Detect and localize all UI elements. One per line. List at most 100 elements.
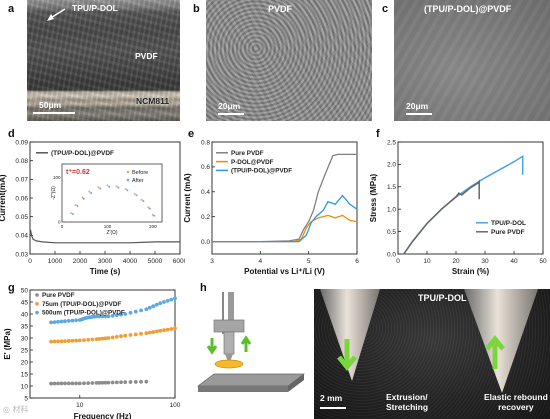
legend-label: (TPU/P-DOL)@PVDF [231,168,292,175]
y-tick-label: 0.06 [15,195,28,202]
data-point [139,308,143,313]
scale-label: 20μm [406,101,429,111]
data-point [97,314,102,319]
data-point [119,334,123,339]
y-tick-label: 0.08 [15,158,28,165]
data-point [128,380,133,384]
sem-texture [206,0,372,121]
data-point [103,336,108,341]
x-tick-label: 5 [307,258,311,265]
indentation-schematic [196,292,306,392]
data-point [52,320,57,324]
panel-b: b PVDF 20μm [190,0,375,122]
sem-image-coated: (TPU/P-DOL)@PVDF 20μm [394,0,550,121]
inset-point [74,204,77,207]
inset-point [106,184,109,187]
scale-bar [218,113,244,115]
inset-point [148,207,151,210]
y-tick-label: 0.09 [15,139,28,146]
y-tick-label: 45 [21,299,29,306]
sem-texture [394,0,550,121]
data-point [49,320,54,325]
layer-label-ncm: NCM811 [136,96,170,106]
data-point [123,312,128,316]
data-point [114,313,119,318]
data-point [63,319,67,324]
data-point [139,331,143,336]
indentation-photo: TPU/P-DOL 2 mm Extrusion/ Stretching Ela… [314,289,550,419]
inset-point [99,187,102,190]
y-tick-label: 10 [21,383,29,390]
data-point [110,380,115,385]
stage-front [198,386,288,392]
x-tick-label: 4000 [123,258,138,265]
x-tick-label: 20 [452,258,460,265]
data-point [63,381,67,386]
y-axis-label: E' (MPa) [3,328,12,360]
inset-point [71,212,74,215]
inset-point [70,212,73,215]
data-point [154,302,159,307]
data-point [77,338,82,343]
inset-point [117,186,120,189]
data-point [94,380,99,385]
data-point [123,333,128,338]
legend-label: 500um (TPU/P-DOL)@PVDF [42,310,125,317]
series-line [403,154,524,255]
data-point [94,314,99,319]
x-tick-label: 0 [28,258,32,265]
data-point [123,380,128,385]
inset-x-tick-label: 100 [104,224,112,229]
photo-title: TPU/P-DOL [418,293,467,303]
inset-legend-label: After [132,178,144,184]
inset-point [133,192,136,195]
plot-frame [29,289,176,399]
y-tick-label: 2.5 [387,139,396,146]
series-line [29,229,180,244]
sem-texture [27,0,180,121]
plot-frame [211,141,358,255]
y-tick-label: 0.04 [15,233,28,240]
data-point [139,379,143,384]
data-point [63,339,67,344]
photo-cones [320,289,538,409]
data-point [114,380,119,385]
y-axis-label: Current(mA) [0,174,7,221]
panel-letter-a: a [8,3,15,15]
layer-label-pvdf: PVDF [135,51,158,61]
data-point [56,381,60,386]
inset-point [88,190,91,193]
x-tick-label: 4 [259,258,263,265]
inset-point [90,192,93,194]
legend-label: P-DOL@PVDF [231,159,274,166]
data-point [106,314,111,319]
x-tick-label: 0 [396,258,400,265]
data-point [173,296,177,301]
inset-point [69,221,72,223]
scale-label: 20μm [218,101,241,111]
y-axis-label: Current (mA) [183,173,192,223]
y-axis-label: Stress (MPa) [369,173,378,222]
x-tick-label: 3000 [98,258,113,265]
legend-label: Pure PVDF [491,229,525,236]
data-point [86,381,91,386]
data-point [100,314,105,319]
data-point [110,335,115,340]
data-point [59,319,64,324]
stage-top [196,373,306,387]
inset-point [153,214,156,217]
data-point [133,309,138,314]
inset-point [115,185,118,188]
panel-b-title: PVDF [268,4,293,14]
y-tick-label: 5 [24,395,28,402]
data-point [144,331,149,336]
data-point [144,307,149,312]
y-tick-label: 25 [21,347,29,354]
data-point [66,339,71,343]
data-point [77,381,82,386]
y-tick-label: 2.0 [387,162,396,169]
inset-point [140,198,143,201]
caption-extrusion: Extrusion/ Stretching [386,392,429,412]
inset-legend-marker [126,178,130,182]
panel-letter-h: h [200,282,207,294]
